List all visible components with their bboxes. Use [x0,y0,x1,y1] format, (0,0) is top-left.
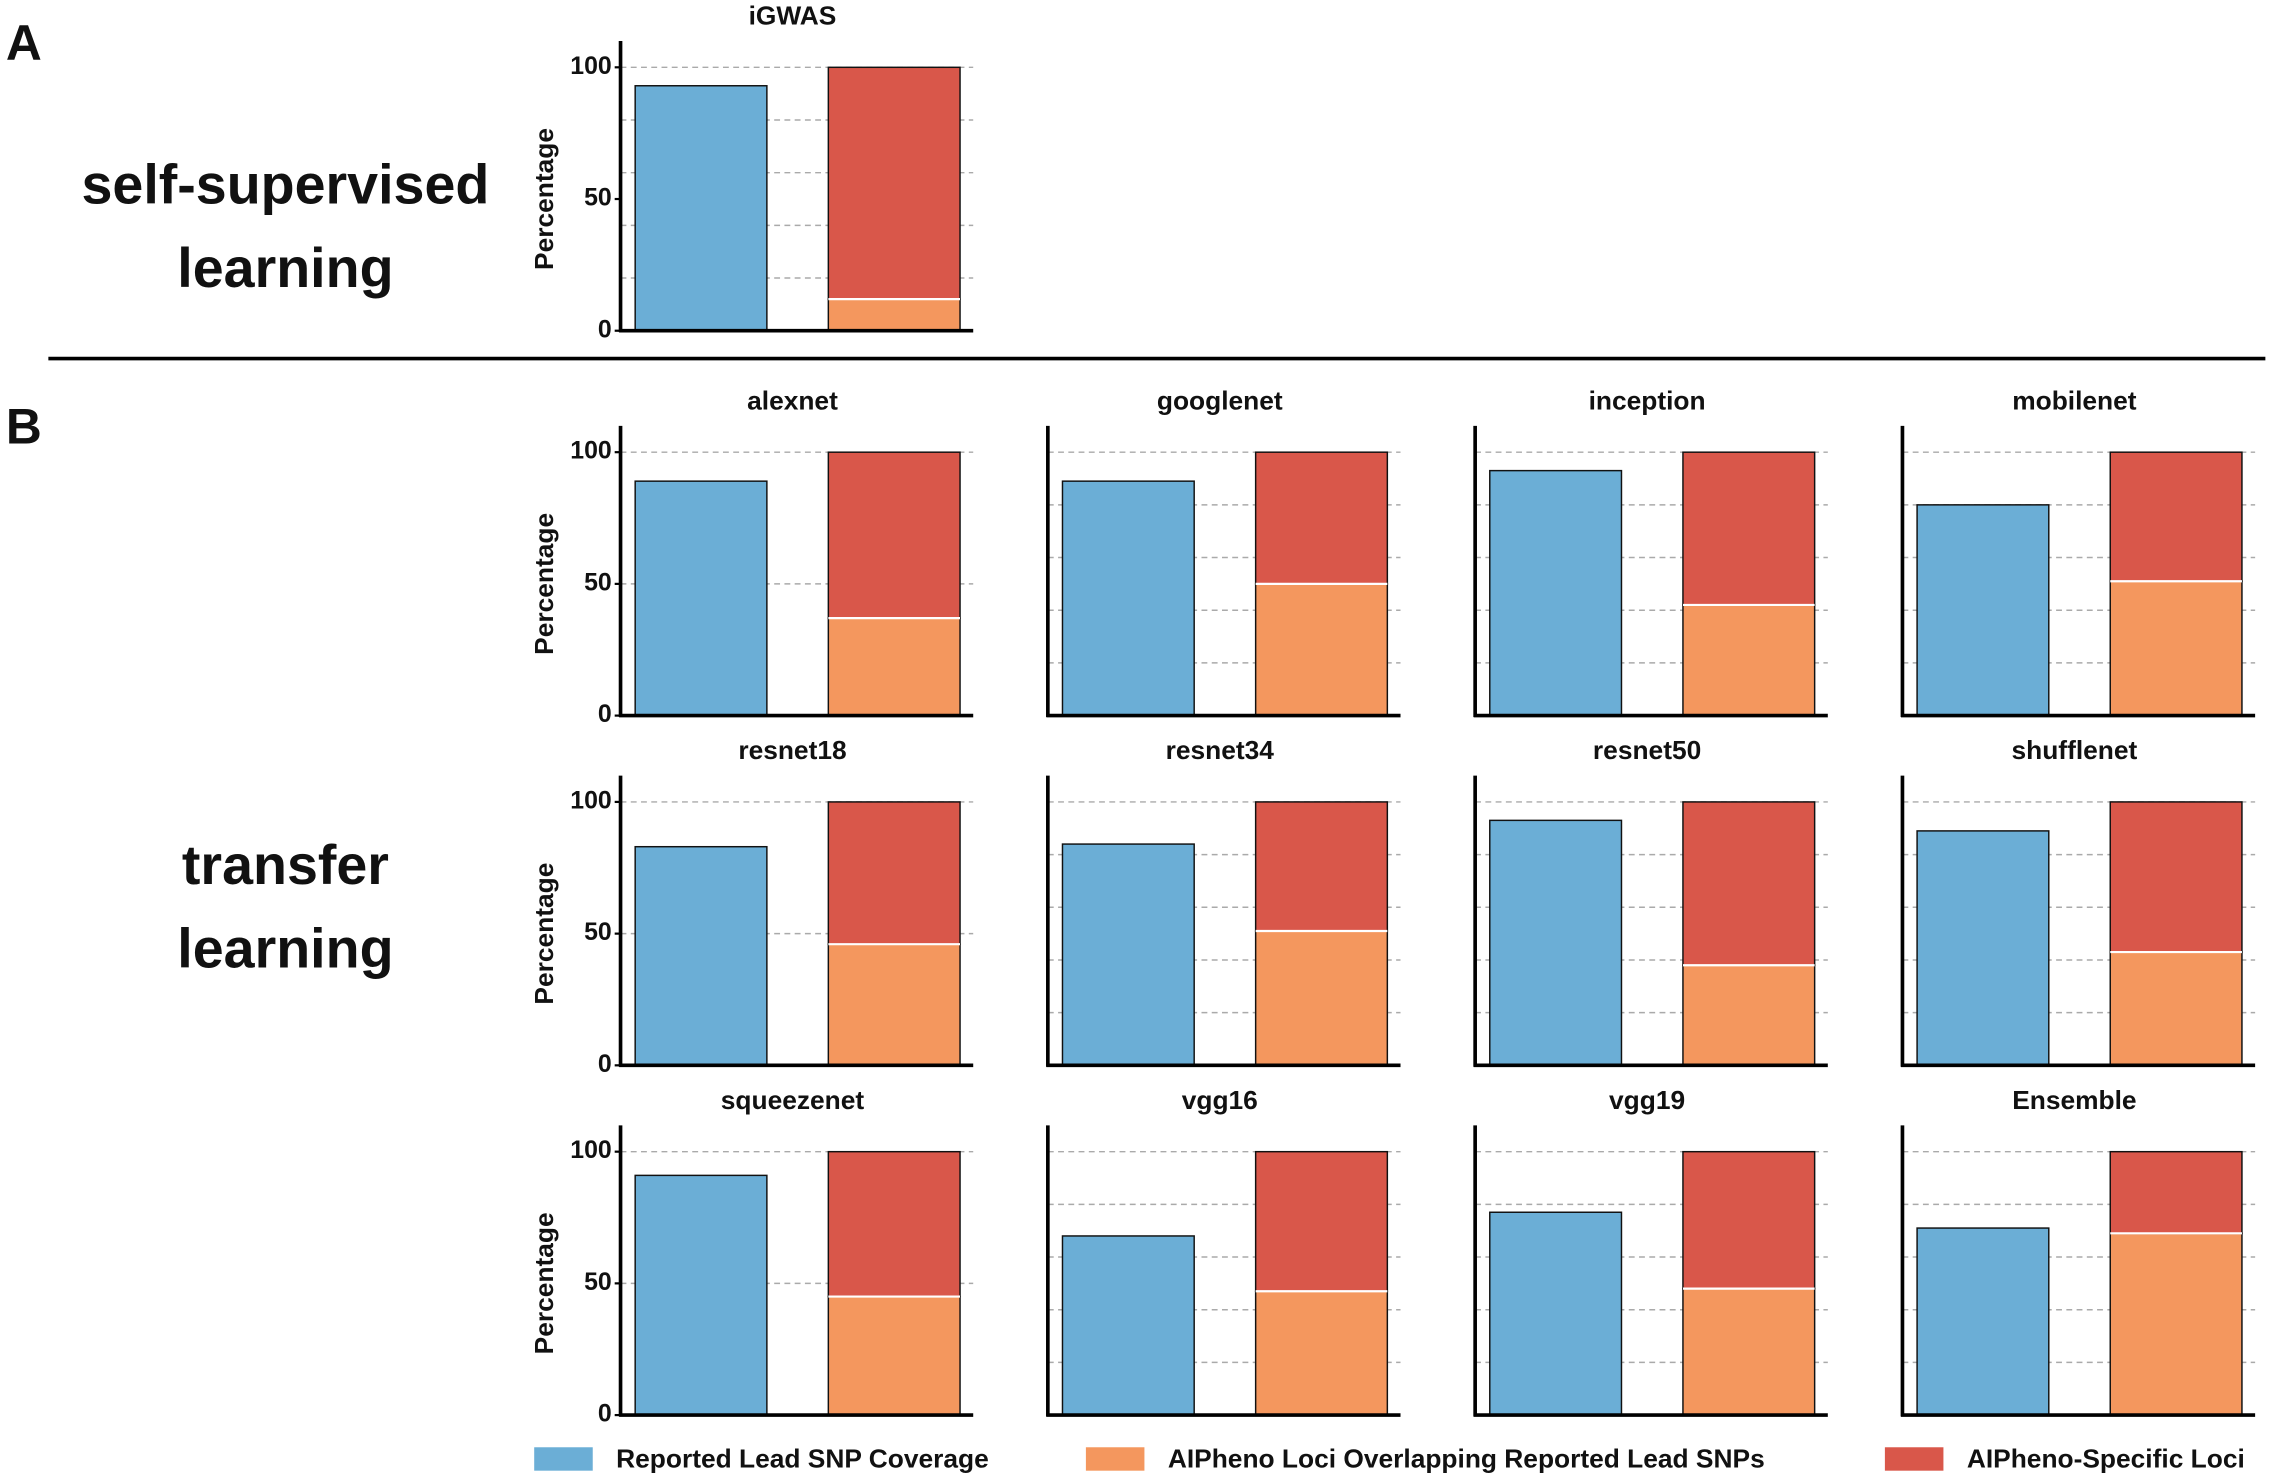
bar-segment [1916,830,2050,1067]
chart-title: resnet18 [738,735,846,765]
y-tick-label: 0 [598,1050,612,1078]
y-tick-label: 100 [570,786,611,814]
chart-title: iGWAS [749,1,837,31]
bar-segment [1254,1290,1389,1416]
chart-title: mobilenet [2012,385,2137,415]
bar-segment [827,451,961,619]
y-tick-label: 0 [598,700,612,728]
y-tick-label: 50 [584,184,612,212]
chart-title: squeezenet [721,1085,865,1115]
y-tick-label: 0 [598,315,612,343]
bar-segment [1489,469,1623,717]
bar-segment [2109,801,2243,953]
legend-swatch [534,1447,593,1471]
bar-segment [1682,964,1816,1067]
bar-segment [1916,504,2050,717]
bar-segment [1254,801,1389,932]
chart-title: resnet50 [1593,735,1701,765]
chart-title: vgg16 [1182,1085,1258,1115]
bar-segment [1682,451,1816,606]
y-axis-label: Percentage [529,513,559,655]
bar-segment [1061,843,1195,1067]
panel-title: transfer [182,834,389,896]
panel-label: B [6,398,42,454]
y-tick-label: 50 [584,918,612,946]
bar-segment [634,85,768,332]
chart-title: resnet34 [1166,735,1275,765]
bar-segment [1254,930,1389,1067]
panel-title: learning [177,917,393,979]
bar-segment [1254,1150,1389,1293]
bar-segment [1254,451,1389,585]
y-tick-label: 100 [570,52,611,80]
bar-segment [1061,1235,1195,1416]
bar-segment [1489,819,1623,1067]
bar-segment [1682,1150,1816,1290]
bar-segment [634,845,768,1067]
bar-segment [2109,1150,2243,1235]
bar-segment [827,1295,961,1416]
bar-segment [1682,604,1816,717]
legend-label: AIPheno Loci Overlapping Reported Lead S… [1168,1443,1765,1473]
bar-segment [827,66,961,300]
bar-segment [1254,583,1389,717]
bar-segment [1061,480,1195,717]
bar-segment [827,801,961,945]
chart-title: inception [1589,385,1706,415]
chart-title: googlenet [1157,385,1283,415]
bar-segment [1489,1211,1623,1416]
legend-label: AIPheno-Specific Loci [1967,1443,2245,1473]
bar-segment [827,1150,961,1298]
panel-label: A [6,15,42,71]
y-tick-label: 0 [598,1400,612,1428]
bar-segment [827,298,961,332]
bar-segment [2109,580,2243,717]
legend-swatch [1884,1447,1944,1471]
y-axis-label: Percentage [529,863,559,1005]
bar-segment [2109,951,2243,1067]
chart-title: Ensemble [2012,1085,2136,1115]
chart-title: vgg19 [1609,1085,1685,1115]
bar-segment [827,617,961,717]
chart-title: alexnet [747,385,838,415]
bar-segment [1916,1227,2050,1416]
y-axis-label: Percentage [529,1212,559,1354]
bar-segment [1682,1287,1816,1416]
bar-segment [634,1174,768,1416]
bar-segment [634,480,768,717]
bar-segment [1682,801,1816,966]
panel-title: learning [177,237,393,299]
bar-segment [827,943,961,1067]
bar-segment [2109,451,2243,582]
legend-label: Reported Lead SNP Coverage [616,1443,989,1473]
panel-title: self-supervised [81,153,489,215]
y-axis-label: Percentage [529,128,559,270]
legend-swatch [1085,1447,1145,1471]
bar-segment [2109,1232,2243,1416]
chart-title: shufflenet [2011,735,2137,765]
y-tick-label: 100 [570,437,611,465]
y-tick-label: 50 [584,1268,612,1296]
y-tick-label: 50 [584,568,612,596]
y-tick-label: 100 [570,1136,611,1164]
